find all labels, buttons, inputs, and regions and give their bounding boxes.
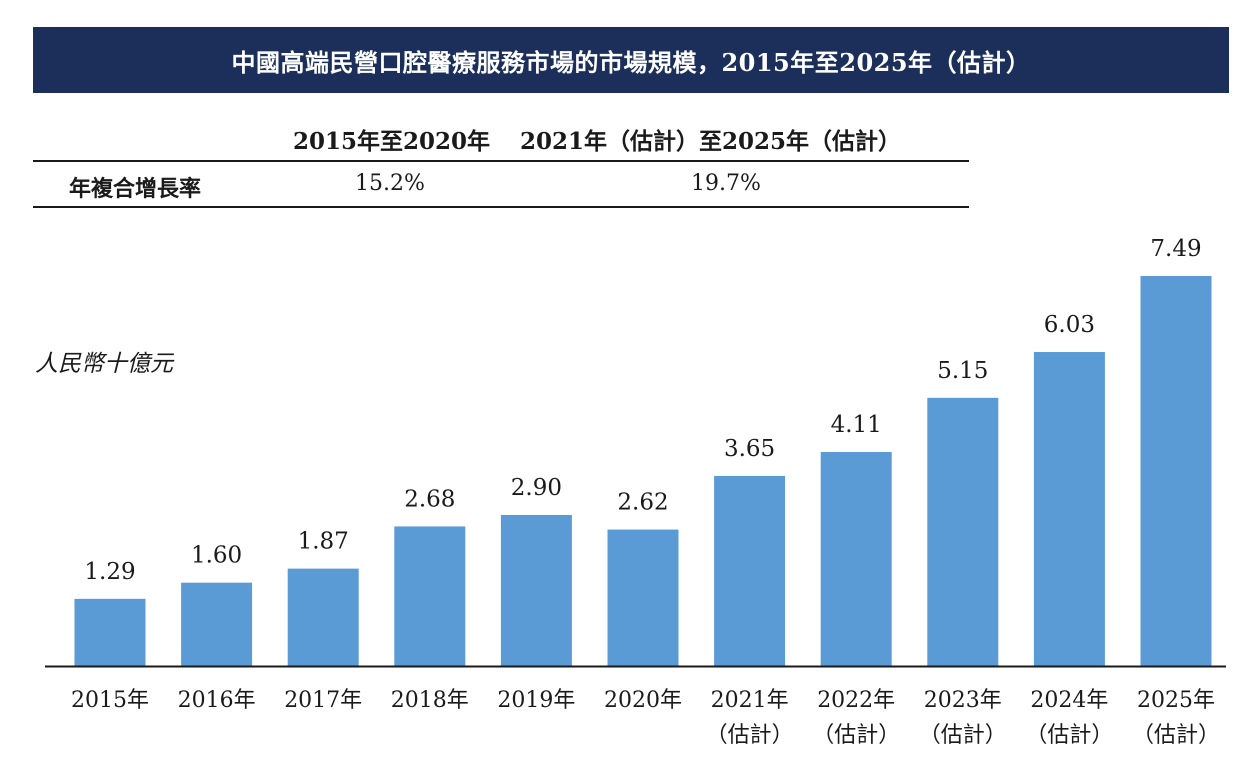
x-tick-label-7: 2022年	[817, 688, 895, 713]
x-tick-label-7-sub: （估計）	[812, 723, 900, 748]
bar-value-label-9: 6.03	[1044, 312, 1095, 338]
bar-value-label-8: 5.15	[937, 358, 988, 384]
chart-title: 中國高端民營口腔醫療服務市場的市場規模，2015年至2025年（估計）	[231, 47, 1031, 77]
cagr-header-row: 2015年至2020年 2021年（估計）至2025年（估計）	[33, 112, 969, 162]
x-tick-label-6: 2021年	[711, 688, 789, 713]
bar-value-label-0: 1.29	[84, 559, 135, 585]
x-tick-label-9-sub: （估計）	[1025, 723, 1113, 748]
bar-10	[1140, 276, 1212, 666]
x-tick-label-8-sub: （估計）	[919, 723, 1007, 748]
x-tick-label-6-sub: （估計）	[706, 723, 794, 748]
x-tick-label-10-sub: （估計）	[1132, 723, 1220, 748]
x-tick-label-0: 2015年	[71, 688, 149, 713]
x-tick-label-9: 2024年	[1030, 688, 1108, 713]
bar-3	[394, 526, 466, 666]
cagr-period-2-header: 2021年（估計）至2025年（估計）	[520, 128, 902, 155]
cagr-value-1: 15.2%	[355, 171, 425, 196]
cagr-period-1-header: 2015年至2020年	[293, 128, 491, 155]
bar-value-label-1: 1.60	[191, 543, 242, 569]
bar-7	[820, 451, 892, 666]
bar-value-label-6: 3.65	[724, 436, 775, 462]
bar-value-label-10: 7.49	[1150, 236, 1201, 262]
bar-0	[74, 598, 146, 666]
x-tick-label-4: 2019年	[497, 688, 575, 713]
cagr-table: 2015年至2020年 2021年（估計）至2025年（估計） 年複合增長率 1…	[33, 112, 969, 208]
bar-5	[607, 529, 679, 666]
bar-value-label-3: 2.68	[404, 486, 455, 512]
cagr-row-label: 年複合增長率	[69, 176, 202, 202]
bar-8	[927, 397, 999, 666]
y-unit-label: 人民幣十億元	[35, 351, 173, 377]
bar-6	[714, 475, 786, 666]
x-tick-label-3: 2018年	[391, 688, 469, 713]
bar-value-label-2: 1.87	[298, 529, 349, 555]
x-tick-label-1: 2016年	[178, 688, 256, 713]
x-tick-label-2: 2017年	[284, 688, 362, 713]
bar-value-label-4: 2.90	[511, 475, 562, 501]
bar-value-label-7: 4.11	[831, 412, 882, 438]
bar-4	[500, 514, 572, 666]
x-tick-label-8: 2023年	[924, 688, 1002, 713]
cagr-value-row: 年複合增長率 15.2% 19.7%	[33, 162, 969, 208]
bar-9	[1033, 352, 1105, 666]
cagr-value-2: 19.7%	[691, 171, 761, 196]
bar-2	[287, 568, 359, 666]
bar-1	[181, 582, 253, 666]
x-tick-label-10: 2025年	[1137, 688, 1215, 713]
x-tick-label-5: 2020年	[604, 688, 682, 713]
chart-title-bar: 中國高端民營口腔醫療服務市場的市場規模，2015年至2025年（估計）	[33, 27, 1229, 93]
bar-value-label-5: 2.62	[617, 490, 668, 516]
